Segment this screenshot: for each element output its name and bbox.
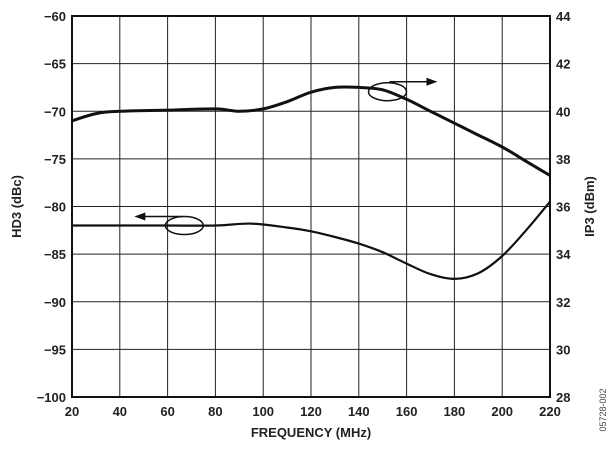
x-tick-label: 40 (113, 404, 127, 419)
right-tick-label: 34 (556, 247, 571, 262)
series-layer (71, 85, 551, 281)
left-tick-label: −70 (44, 104, 66, 119)
x-tick-label: 60 (160, 404, 174, 419)
right-tick-label: 40 (556, 104, 570, 119)
x-tick-label: 100 (252, 404, 274, 419)
x-tick-label: 20 (65, 404, 79, 419)
right-tick-label: 32 (556, 295, 570, 310)
left-tick-label: −95 (44, 342, 66, 357)
x-tick-label: 200 (491, 404, 513, 419)
grid (71, 15, 551, 398)
series-line-hd3 (71, 200, 551, 281)
right-tick-label: 38 (556, 152, 570, 167)
x-tick-label: 140 (348, 404, 370, 419)
callout-arrow-head (134, 212, 146, 221)
right-tick-label: 44 (556, 9, 571, 24)
right-axis-ticks: 44 42 40 38 36 34 32 30 28 (556, 9, 571, 405)
callout-arrow-head (426, 77, 438, 86)
right-tick-label: 28 (556, 390, 570, 405)
left-tick-label: −90 (44, 295, 66, 310)
left-axis-ticks: −60 −65 −70 −75 −80 −85 −90 −95 −100 (37, 9, 66, 405)
left-tick-label: −85 (44, 247, 66, 262)
left-tick-label: −60 (44, 9, 66, 24)
right-axis-title: IP3 (dBm) (582, 176, 597, 237)
callout-ellipse (367, 81, 408, 102)
left-tick-label: −100 (37, 390, 66, 405)
left-tick-label: −75 (44, 152, 66, 167)
left-axis-title: HD3 (dBc) (9, 175, 24, 238)
x-tick-label: 220 (539, 404, 561, 419)
plot-frame (71, 15, 551, 398)
x-tick-label: 160 (396, 404, 418, 419)
x-axis-title: FREQUENCY (MHz) (251, 425, 371, 440)
series-line-ip3 (71, 85, 551, 177)
right-tick-label: 36 (556, 200, 570, 215)
figure-id: 05728-002 (598, 388, 608, 431)
callout-ellipse (164, 215, 205, 236)
left-tick-label: −80 (44, 200, 66, 215)
right-tick-label: 42 (556, 57, 570, 72)
x-tick-label: 180 (444, 404, 466, 419)
right-tick-label: 30 (556, 342, 570, 357)
left-tick-label: −65 (44, 57, 66, 72)
x-tick-label: 120 (300, 404, 322, 419)
annotations-layer (134, 77, 438, 236)
x-axis-ticks: 20 40 60 80 100 120 140 160 180 200 220 (65, 404, 561, 419)
x-tick-label: 80 (208, 404, 222, 419)
